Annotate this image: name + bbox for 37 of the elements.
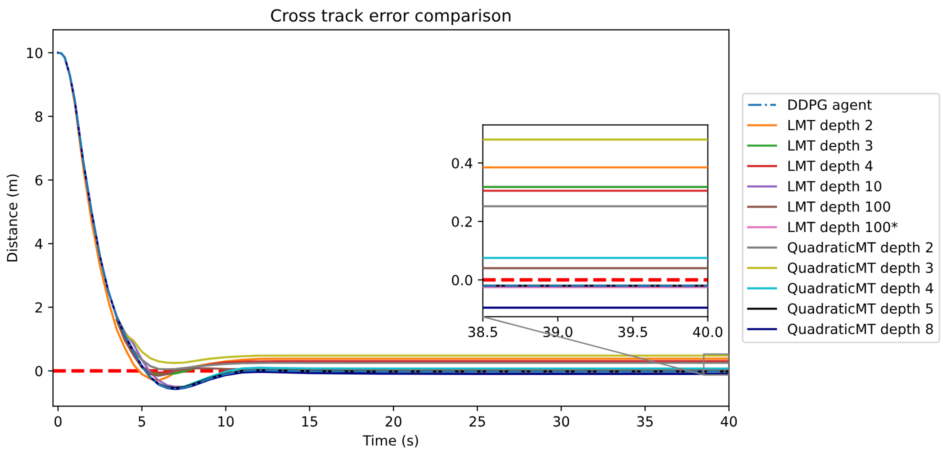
legend-label: LMT depth 2 <box>788 120 872 134</box>
x-tick-label: 35 <box>637 416 653 427</box>
x-tick-label: 0 <box>54 416 62 427</box>
x-axis-title: Time (s) <box>362 434 418 448</box>
y-axis-title: Distance (m) <box>6 174 19 262</box>
legend-label: LMT depth 100* <box>788 221 898 235</box>
legend-label: QuadraticMT depth 3 <box>788 262 933 276</box>
x-tick-label: 5 <box>138 416 146 427</box>
y-tick-label: 0.4 <box>452 158 472 168</box>
legend-label: LMT depth 100 <box>788 201 890 215</box>
legend-label: QuadraticMT depth 4 <box>788 282 934 296</box>
y-tick-label: 0.2 <box>452 216 472 227</box>
y-tick-label: 2 <box>35 302 42 313</box>
legend-label: LMT depth 4 <box>788 160 873 174</box>
chart-title: Cross track error comparison <box>271 8 510 25</box>
x-tick-label: 40 <box>720 416 737 427</box>
y-tick-label: 6 <box>35 174 42 186</box>
y-tick-label: 4 <box>35 238 42 249</box>
x-tick-label: 15 <box>302 416 318 427</box>
y-tick-label: 0 <box>35 366 42 376</box>
x-tick-label: 25 <box>470 416 485 427</box>
legend-label: QuadraticMT depth 5 <box>788 303 933 316</box>
x-tick-label: 38.5 <box>468 326 498 338</box>
y-tick-label: 10 <box>27 48 42 58</box>
legend-label: LMT depth 3 <box>788 140 872 154</box>
legend-label: LMT depth 10 <box>788 180 882 194</box>
legend-label: DDPG agent <box>788 99 872 113</box>
x-tick-label: 10 <box>218 416 234 427</box>
x-tick-label: 20 <box>386 416 402 427</box>
x-tick-label: 40.0 <box>693 326 722 338</box>
x-tick-label: 39.0 <box>543 326 572 338</box>
x-tick-label: 39.5 <box>618 326 648 338</box>
legend-label: QuadraticMT depth 2 <box>788 242 932 256</box>
y-tick-label: 8 <box>35 111 42 122</box>
legend-label: QuadraticMT depth 8 <box>788 323 933 337</box>
y-tick-label: 0.0 <box>452 274 472 286</box>
x-tick-label: 30 <box>553 416 570 427</box>
